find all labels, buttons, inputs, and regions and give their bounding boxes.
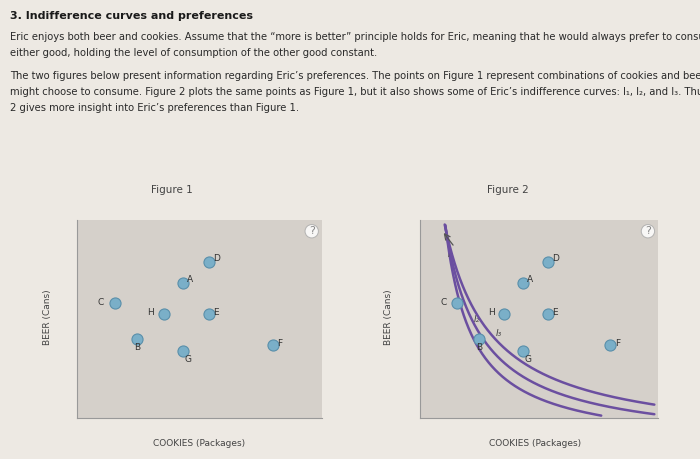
Text: Figure 1: Figure 1: [150, 185, 193, 195]
Text: Eric enjoys both beer and cookies. Assume that the “more is better” principle ho: Eric enjoys both beer and cookies. Assum…: [10, 32, 700, 42]
Text: E: E: [552, 308, 558, 317]
Text: D: D: [214, 254, 220, 263]
Text: Figure 2: Figure 2: [486, 185, 528, 195]
Text: 2 gives more insight into Eric’s preferences than Figure 1.: 2 gives more insight into Eric’s prefere…: [10, 103, 300, 113]
Text: BEER (Cans): BEER (Cans): [43, 289, 52, 345]
Text: either good, holding the level of consumption of the other good constant.: either good, holding the level of consum…: [10, 48, 378, 58]
Text: 3. Indifference curves and preferences: 3. Indifference curves and preferences: [10, 11, 253, 22]
Text: E: E: [214, 308, 219, 317]
Text: C: C: [98, 298, 104, 307]
Text: B: B: [134, 342, 141, 352]
Text: A: A: [187, 275, 193, 284]
Text: BEER (Cans): BEER (Cans): [384, 289, 393, 345]
Text: H: H: [147, 308, 153, 317]
Text: I₁: I₁: [448, 250, 454, 259]
Text: I₃: I₃: [496, 329, 502, 337]
Text: ?: ?: [309, 226, 314, 236]
Text: G: G: [184, 355, 191, 364]
Text: COOKIES (Packages): COOKIES (Packages): [489, 438, 582, 448]
Text: COOKIES (Packages): COOKIES (Packages): [153, 438, 246, 448]
Text: F: F: [277, 340, 283, 348]
Text: B: B: [476, 342, 482, 352]
Text: ?: ?: [645, 226, 651, 236]
Text: G: G: [524, 355, 531, 364]
Text: H: H: [488, 308, 494, 317]
Text: F: F: [615, 340, 620, 348]
Text: I₂: I₂: [474, 315, 480, 324]
Text: might choose to consume. Figure 2 plots the same points as Figure 1, but it also: might choose to consume. Figure 2 plots …: [10, 87, 700, 97]
Text: D: D: [552, 254, 559, 263]
Text: A: A: [527, 275, 533, 284]
Text: C: C: [440, 298, 447, 307]
Text: The two figures below present information regarding Eric’s preferences. The poin: The two figures below present informatio…: [10, 71, 700, 81]
